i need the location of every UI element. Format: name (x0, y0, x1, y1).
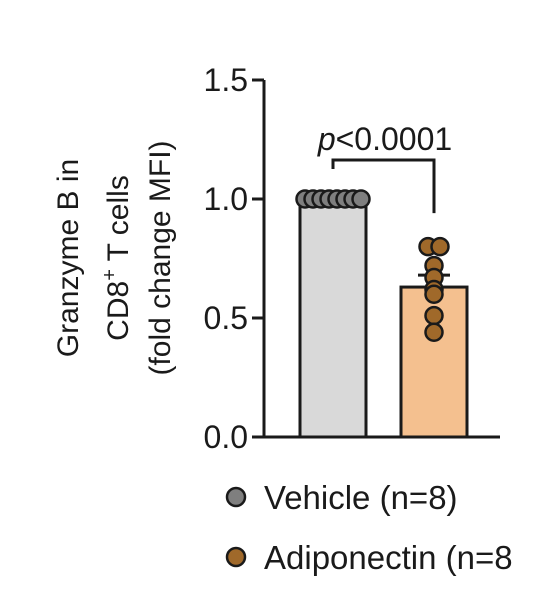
y-axis-label-line3: (fold change MFI) (144, 140, 177, 375)
legend-label-adiponectin: Adiponectin (n=8 (264, 539, 513, 576)
data-points (295, 189, 450, 343)
y-axis-label-line2: CD8+ T cells (99, 175, 135, 341)
y-axis-label: Granzyme B in CD8+ T cells (fold change … (52, 140, 177, 375)
y-tick-label: 1.0 (204, 181, 248, 217)
y-tick-label: 1.5 (204, 62, 248, 98)
y-tick-label: 0.5 (204, 300, 248, 336)
data-point-adiponectin (424, 305, 444, 326)
legend-item-adiponectin: Adiponectin (n=8 (225, 539, 513, 576)
legend-label-vehicle: Vehicle (n=8) (264, 479, 458, 516)
data-point-adiponectin (424, 284, 444, 304)
y-axis-label-line1: Granzyme B in (52, 159, 85, 357)
p-value-label: p<0.0001 (317, 121, 452, 157)
data-point-adiponectin (430, 236, 450, 257)
legend: Vehicle (n=8) Adiponectin (n=8 (225, 479, 513, 576)
data-point-vehicle (351, 189, 371, 209)
legend-marker-vehicle (225, 486, 247, 508)
significance-bracket (331, 158, 436, 214)
significance-annotation: p<0.0001 (317, 121, 452, 214)
legend-marker-adiponectin (225, 546, 247, 568)
y-axis: 0.0 0.5 1.0 1.5 (204, 62, 500, 455)
data-point-adiponectin (424, 322, 444, 343)
y-tick-label: 0.0 (204, 419, 248, 455)
legend-item-vehicle: Vehicle (n=8) (225, 479, 458, 516)
bar-vehicle (298, 197, 368, 439)
